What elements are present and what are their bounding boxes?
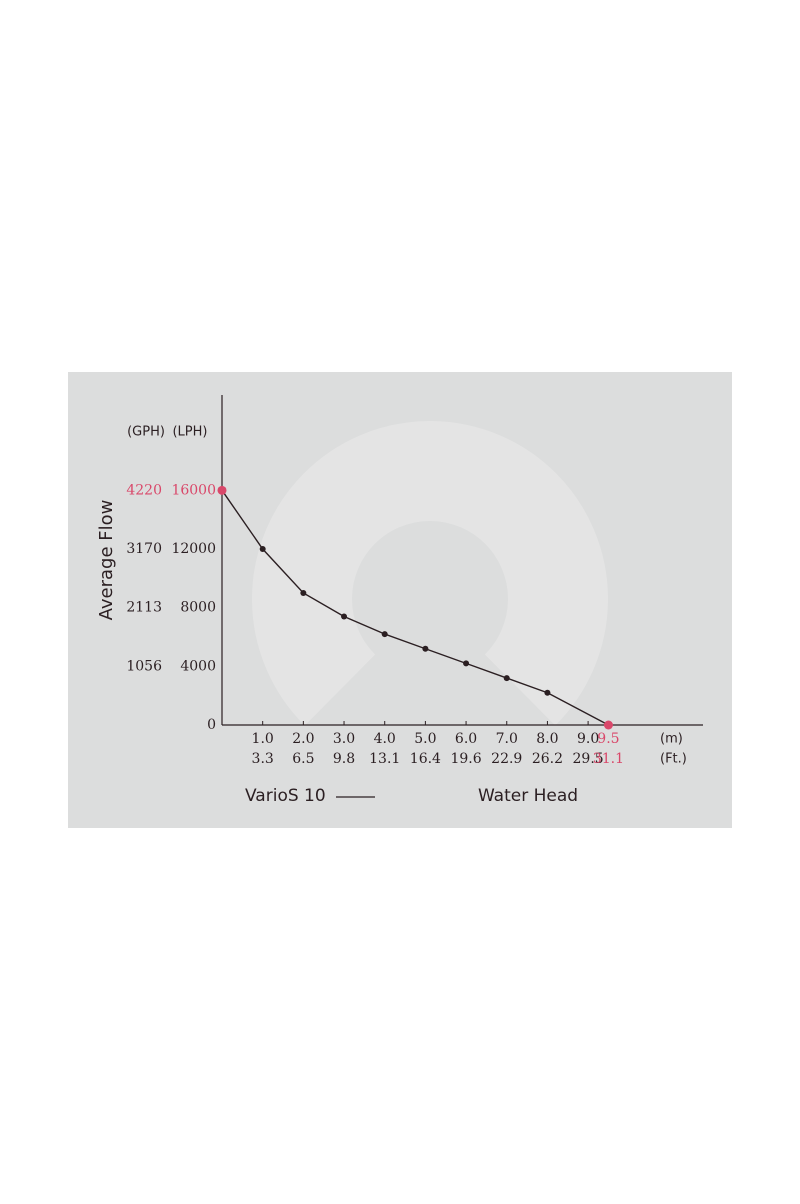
- y-alt-tick-label: 4220: [126, 482, 162, 498]
- x-tick-label: 6.0: [455, 731, 477, 747]
- data-point: [259, 546, 266, 552]
- data-point: [503, 675, 510, 682]
- y-tick-label: 16000: [171, 482, 216, 498]
- data-point: [217, 485, 227, 495]
- watermark-ring: [252, 421, 608, 726]
- y-alt-tick-label: 1056: [126, 658, 162, 674]
- y-alt-tick-label: 2113: [126, 600, 162, 616]
- y-alt-unit: (GPH): [127, 425, 165, 440]
- x-alt-tick-label: 9.8: [333, 751, 355, 767]
- data-point: [422, 645, 429, 652]
- data-point: [463, 660, 470, 667]
- x-alt-tick-label: 13.1: [369, 751, 400, 767]
- x-alt-tick-label: 31.1: [593, 751, 624, 767]
- x-unit: (m): [660, 732, 683, 747]
- x-tick-label: 2.0: [292, 731, 314, 747]
- x-alt-tick-label: 26.2: [532, 751, 563, 767]
- data-point: [341, 613, 348, 620]
- x-tick-label: 4.0: [374, 731, 396, 747]
- data-point: [603, 720, 613, 730]
- y-axis-title: Average Flow: [96, 500, 117, 621]
- x-tick-label: 5.0: [414, 731, 436, 747]
- data-point: [300, 590, 307, 596]
- x-alt-tick-label: 3.3: [252, 751, 274, 767]
- x-alt-tick-label: 22.9: [491, 751, 522, 767]
- y-tick-label: 12000: [171, 541, 216, 557]
- x-alt-tick-label: 19.6: [450, 751, 481, 767]
- x-tick-label: 8.0: [536, 731, 558, 747]
- y-alt-tick-label: 3170: [126, 541, 162, 557]
- y-tick-label: 0: [207, 717, 216, 733]
- x-alt-tick-label: 29.5: [573, 751, 604, 767]
- y-tick-label: 8000: [180, 600, 216, 616]
- x-axis-title: Water Head: [478, 786, 578, 806]
- x-tick-label: 1.0: [252, 731, 274, 747]
- series-line: [221, 489, 609, 726]
- data-point: [544, 689, 551, 696]
- y-tick-label: 4000: [180, 658, 216, 674]
- x-alt-tick-label: 16.4: [410, 751, 441, 767]
- x-alt-tick-label: 6.5: [292, 751, 314, 767]
- x-alt-unit: (Ft.): [660, 752, 687, 767]
- legend-label: VarioS 10: [245, 786, 326, 806]
- x-tick-label: 9.0: [577, 731, 599, 747]
- x-tick-label: 3.0: [333, 731, 355, 747]
- y-unit: (LPH): [172, 425, 207, 440]
- data-point: [381, 631, 388, 638]
- x-tick-label: 7.0: [496, 731, 518, 747]
- watermark: [252, 421, 608, 726]
- x-tick-label: 9.5: [597, 731, 619, 747]
